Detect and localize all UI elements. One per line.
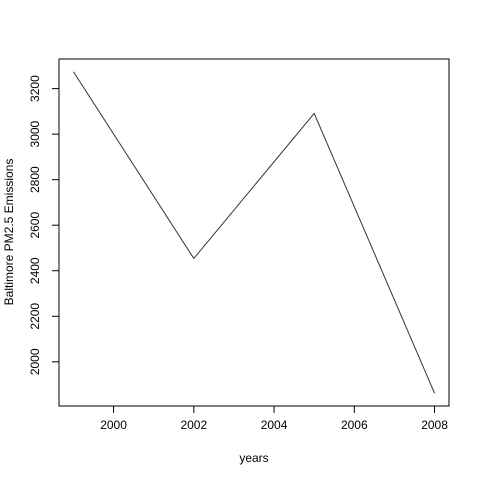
x-tick-label: 2008 <box>421 418 448 432</box>
y-tick-label: 3000 <box>28 120 42 147</box>
y-tick-label: 2800 <box>28 166 42 193</box>
x-tick-label: 2002 <box>180 418 207 432</box>
x-axis-label: years <box>239 451 268 465</box>
y-tick-label: 2400 <box>28 257 42 284</box>
x-tick-label: 2004 <box>261 418 288 432</box>
x-tick-label: 2006 <box>341 418 368 432</box>
x-tick-label: 2000 <box>100 418 127 432</box>
plot-box <box>58 58 450 407</box>
y-tick-label: 3200 <box>28 75 42 102</box>
y-axis-label: Baltimore PM2.5 Emissions <box>2 159 16 306</box>
data-line <box>73 71 436 394</box>
y-tick-label: 2200 <box>28 303 42 330</box>
y-tick-label: 2000 <box>28 348 42 375</box>
y-tick-label: 2600 <box>28 212 42 239</box>
